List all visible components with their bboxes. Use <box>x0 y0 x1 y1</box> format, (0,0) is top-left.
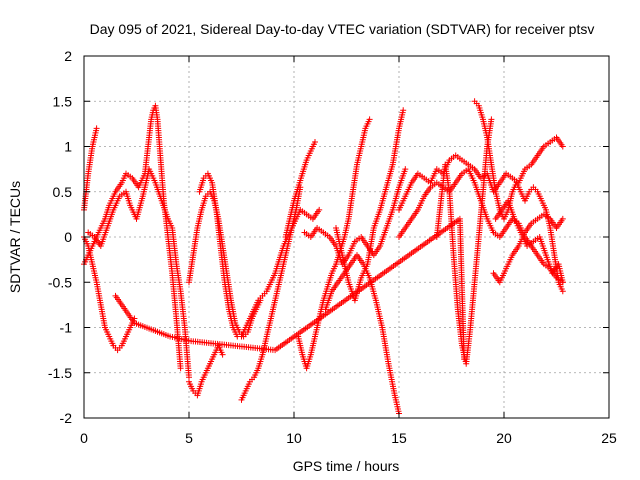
series-track-17 <box>471 98 566 295</box>
y-tick-label: 2 <box>64 48 72 64</box>
data-points <box>81 98 566 417</box>
y-axis-title: SDTVAR / TECUs <box>7 181 23 293</box>
series-track-8 <box>238 184 304 403</box>
x-tick-label: 0 <box>80 430 88 446</box>
data-point <box>559 143 566 150</box>
chart-title: Day 095 of 2021, Sidereal Day-to-day VTE… <box>90 21 595 37</box>
data-point <box>402 166 409 173</box>
data-point <box>366 116 373 123</box>
data-point <box>461 356 468 363</box>
y-tick-label: -1 <box>60 320 73 336</box>
x-tick-label: 20 <box>496 430 512 446</box>
data-point <box>400 107 407 114</box>
x-tick-label: 5 <box>185 430 193 446</box>
series-track-6 <box>196 170 323 340</box>
series-track-2 <box>81 234 138 354</box>
series-track-9 <box>282 138 318 240</box>
y-tick-label: -0.5 <box>48 274 72 290</box>
x-tick-label: 25 <box>601 430 617 446</box>
y-tick-label: 0 <box>64 229 72 245</box>
series-track-13 <box>333 107 407 304</box>
data-point <box>559 215 566 222</box>
series-track-18 <box>490 211 566 286</box>
series-track-10 <box>295 116 373 372</box>
series-track-12 <box>301 166 409 268</box>
axis-ticks <box>83 55 610 419</box>
data-point <box>219 351 226 358</box>
y-tick-label: -1.5 <box>48 365 72 381</box>
x-tick-label: 10 <box>286 430 302 446</box>
data-point <box>559 288 566 295</box>
data-point <box>488 116 495 123</box>
x-tick-label: 15 <box>391 430 407 446</box>
y-tick-label: 0.5 <box>53 184 73 200</box>
data-point <box>177 365 184 372</box>
data-point <box>316 206 323 213</box>
x-axis-title: GPS time / hours <box>293 458 400 474</box>
y-tick-label: 1 <box>64 139 72 155</box>
series-track-16 <box>433 116 495 367</box>
series-track-4 <box>85 166 192 381</box>
tick-labels: 0 5 10 15 20 25 -2 -1.5 -1 -0.5 0 0.5 1 1.5 2 <box>48 48 617 446</box>
data-point <box>559 279 566 286</box>
series-track-19 <box>492 197 566 286</box>
y-tick-label: 1.5 <box>53 93 73 109</box>
y-tick-label: -2 <box>60 410 73 426</box>
data-point <box>93 125 100 132</box>
series-track-7 <box>186 342 226 399</box>
data-point <box>312 138 318 145</box>
series-isolated <box>112 215 468 363</box>
